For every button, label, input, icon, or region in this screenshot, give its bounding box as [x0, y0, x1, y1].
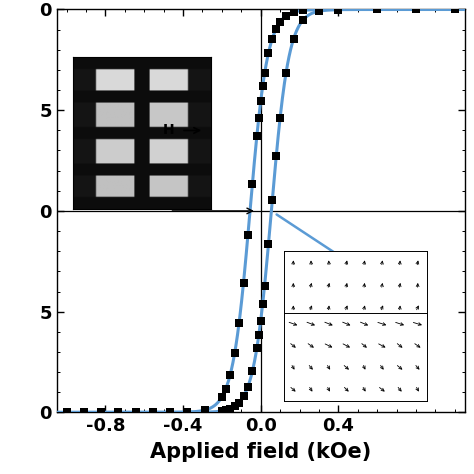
Point — [315, 6, 323, 13]
Point — [115, 409, 122, 416]
Point — [300, 7, 307, 14]
X-axis label: Applied field (kOe): Applied field (kOe) — [150, 442, 371, 462]
Point — [259, 300, 266, 308]
Point — [235, 319, 243, 327]
Point — [264, 49, 272, 57]
Point — [63, 409, 70, 416]
Point — [63, 409, 70, 416]
Point — [231, 403, 238, 410]
Point — [290, 9, 298, 16]
Point — [149, 409, 156, 416]
Point — [227, 405, 234, 412]
Point — [259, 82, 266, 90]
Point — [132, 409, 139, 416]
Point — [222, 406, 229, 414]
Point — [335, 6, 342, 13]
Point — [412, 6, 420, 13]
Point — [412, 6, 420, 13]
Point — [248, 180, 256, 188]
Point — [132, 409, 139, 416]
Point — [261, 70, 268, 77]
Point — [183, 409, 191, 416]
Point — [240, 279, 247, 287]
Point — [253, 345, 261, 352]
Point — [244, 231, 252, 238]
Point — [240, 392, 247, 400]
Point — [257, 317, 264, 325]
Point — [183, 408, 191, 416]
Point — [222, 385, 229, 392]
Point — [451, 6, 459, 13]
Point — [253, 133, 261, 140]
Point — [166, 409, 174, 416]
Point — [248, 367, 256, 375]
Point — [374, 6, 381, 13]
Point — [290, 35, 298, 42]
Point — [97, 409, 105, 416]
Point — [282, 70, 290, 77]
Point — [227, 371, 234, 378]
Point — [257, 97, 264, 105]
Point — [255, 114, 263, 122]
Point — [218, 393, 226, 401]
Point — [335, 6, 342, 13]
Point — [255, 332, 263, 339]
Point — [451, 6, 459, 13]
Point — [80, 409, 88, 416]
Point — [261, 282, 268, 289]
Point — [300, 16, 307, 23]
Point — [264, 240, 272, 248]
Point — [269, 196, 276, 203]
Point — [166, 409, 174, 416]
Point — [244, 383, 252, 391]
Point — [315, 8, 323, 15]
Point — [218, 407, 226, 415]
Point — [269, 35, 276, 42]
Point — [149, 409, 156, 416]
Point — [231, 349, 238, 357]
Point — [276, 18, 284, 26]
Point — [273, 25, 280, 32]
Point — [282, 12, 290, 20]
Point — [374, 6, 381, 13]
Point — [201, 406, 209, 414]
Point — [201, 409, 209, 416]
Text: H: H — [163, 123, 175, 137]
Point — [235, 399, 243, 406]
Point — [80, 409, 88, 416]
Point — [115, 409, 122, 416]
Point — [97, 409, 105, 416]
Point — [273, 153, 280, 160]
Point — [276, 114, 284, 122]
